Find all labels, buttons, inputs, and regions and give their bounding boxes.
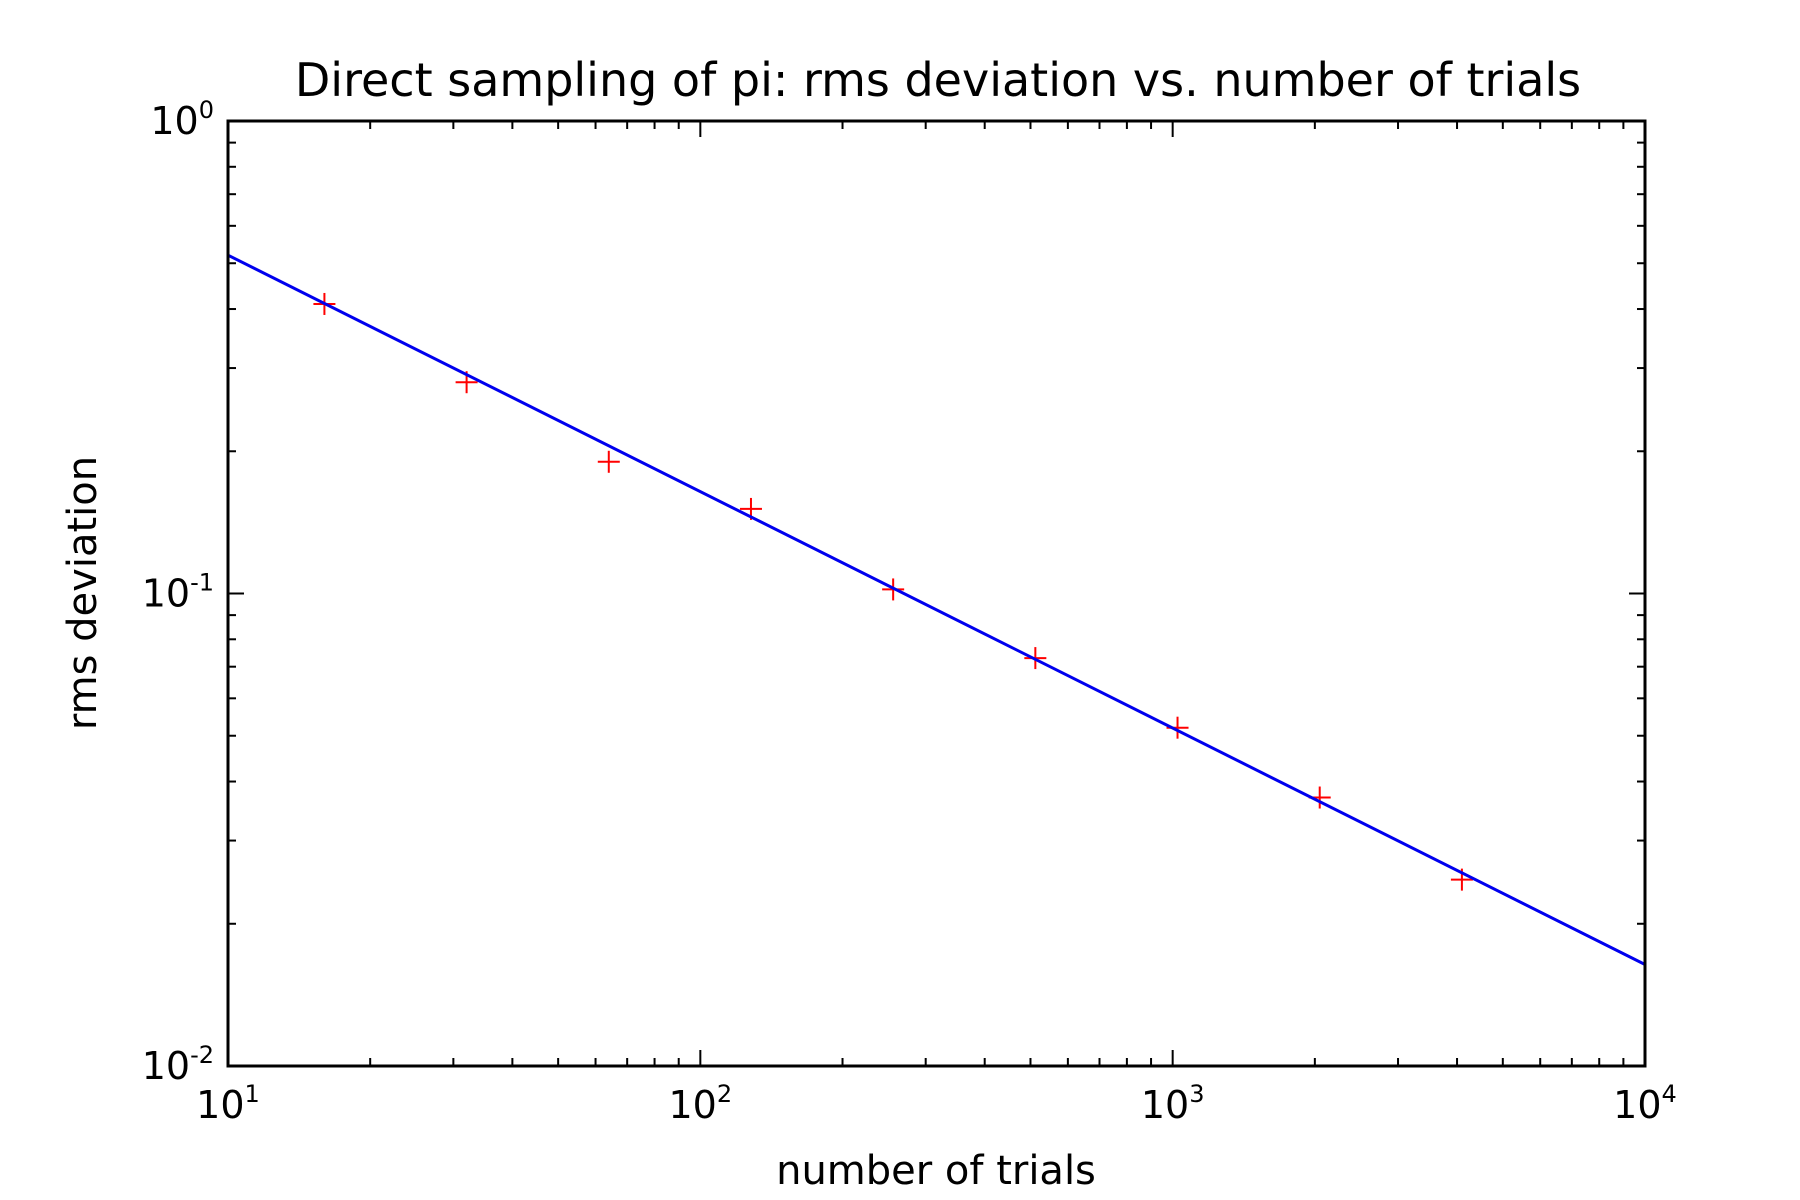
plot-marks (227, 253, 1646, 966)
y-tick-label: 10-2 (142, 1041, 214, 1088)
x-tick-label: 101 (196, 1080, 260, 1127)
plot-frame (226, 119, 1647, 1068)
y-tick-label: 10-1 (142, 569, 214, 616)
axis-ticks (228, 121, 1645, 1066)
chart-title: Direct sampling of pi: rms deviation vs.… (295, 53, 1581, 107)
data-point (597, 450, 620, 473)
fit-line (227, 253, 1646, 966)
x-axis-label: number of trials (776, 1148, 1096, 1194)
x-tick-label: 104 (1613, 1080, 1677, 1127)
x-tick-label: 103 (1141, 1080, 1205, 1127)
x-tick-label: 102 (669, 1080, 733, 1127)
tick-labels: 101 102 103 104 10-2 10-1 100 (142, 96, 1677, 1127)
y-tick-label: 100 (150, 96, 214, 143)
y-axis-label: rms deviation (60, 456, 106, 730)
